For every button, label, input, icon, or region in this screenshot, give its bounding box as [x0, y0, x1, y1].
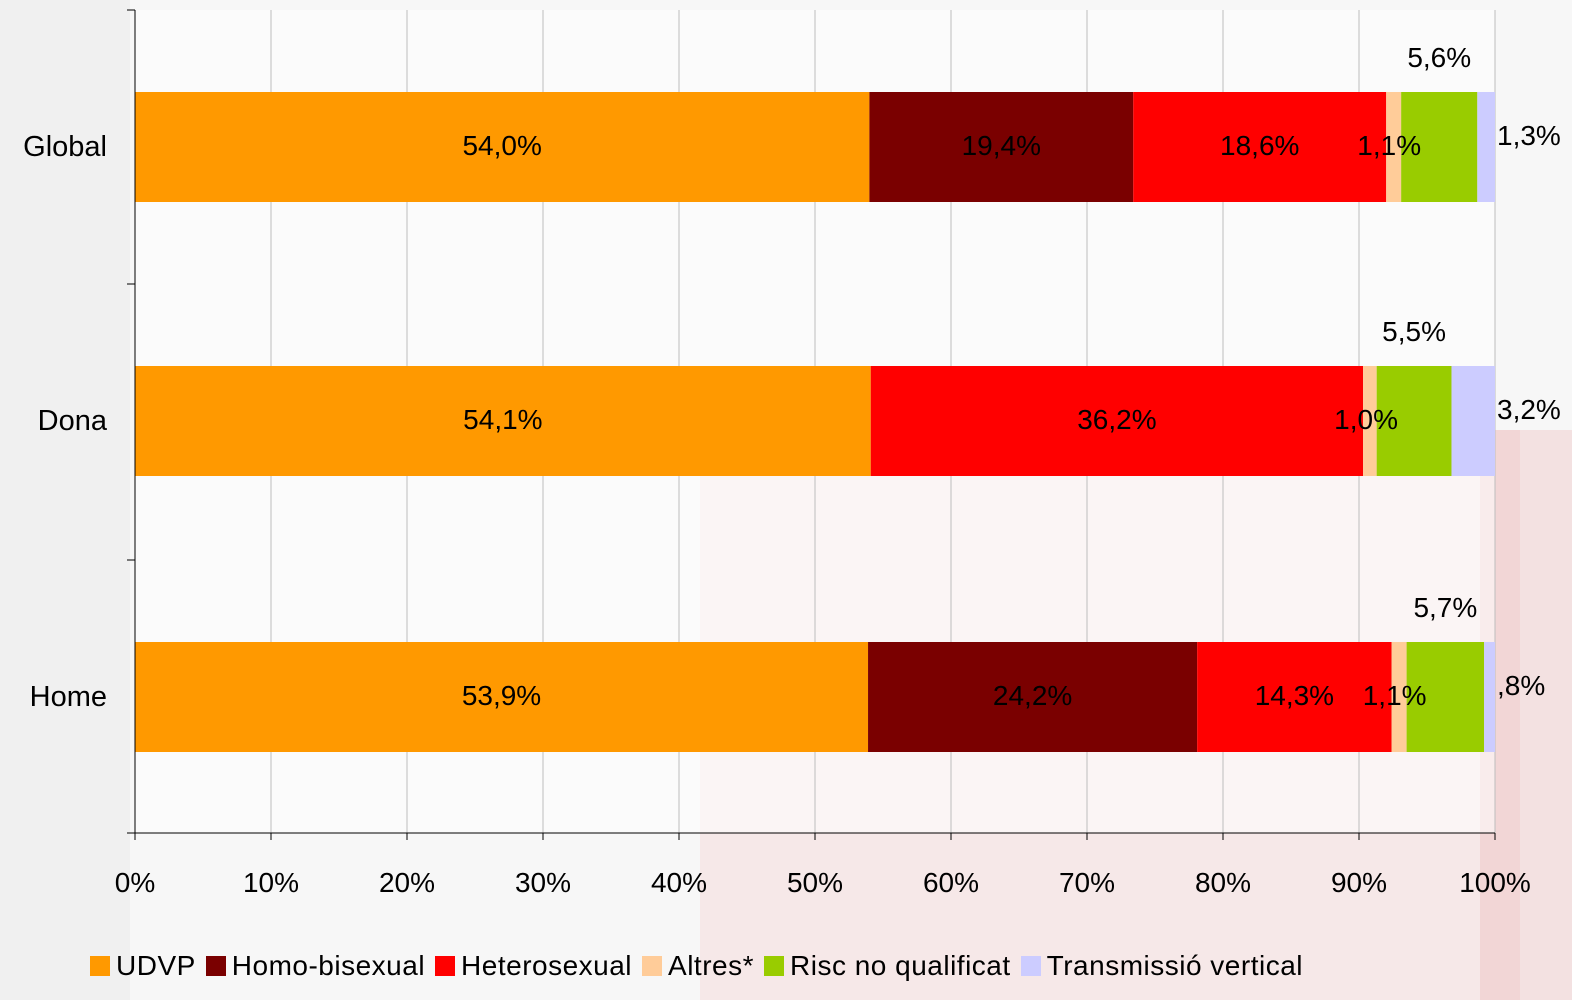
data-label: 5,6% — [1407, 42, 1471, 73]
category-label: Home — [30, 681, 107, 713]
data-label: 18,6% — [1220, 130, 1299, 161]
data-label: 14,3% — [1255, 680, 1334, 711]
data-label: 5,5% — [1382, 316, 1446, 347]
legend-label: UDVP — [116, 950, 196, 981]
x-tick-label: 30% — [515, 867, 571, 898]
bar-segment — [1401, 92, 1478, 202]
data-label: 54,0% — [462, 130, 541, 161]
bar-segment — [135, 366, 871, 476]
legend: UDVP Homo-bisexual Heterosexual Altres* Risc… — [90, 950, 1313, 982]
legend-label: Risc no qualificat — [790, 950, 1011, 981]
x-tick-label: 20% — [379, 867, 435, 898]
bar-segment — [1133, 92, 1387, 202]
data-label: ,8% — [1497, 670, 1545, 701]
bar-segment — [1376, 366, 1452, 476]
bar-segment — [1484, 642, 1495, 752]
x-tick-label: 60% — [923, 867, 979, 898]
legend-swatch — [1020, 956, 1041, 976]
bar-segment — [135, 642, 869, 752]
bar-segment — [1451, 366, 1495, 476]
legend-label: Homo-bisexual — [231, 950, 426, 981]
bar-segment — [1197, 642, 1392, 752]
legend-item: Heterosexual — [435, 950, 632, 982]
bar-segment — [1406, 642, 1485, 752]
legend-label: Altres* — [668, 950, 754, 981]
bars: 54,0% 19,4% 18,6% 1,1% 5,6% 1,3% 54,1% 36,2% 1,0… — [135, 42, 1561, 752]
data-label: 1,0% — [1334, 404, 1398, 435]
axes — [127, 9, 1496, 840]
category-label: Dona — [38, 405, 108, 437]
x-tick-label: 80% — [1195, 867, 1251, 898]
legend-label: Heterosexual — [461, 950, 633, 981]
legend-item: Transmissió vertical — [1020, 950, 1303, 982]
x-tick-label: 0% — [115, 867, 155, 898]
legend-item: Risc no qualificat — [764, 950, 1011, 982]
bar-segment — [1386, 92, 1402, 202]
data-label: 24,2% — [993, 680, 1072, 711]
x-tick-label: 70% — [1059, 867, 1115, 898]
legend-label: Transmissió vertical — [1046, 950, 1303, 981]
legend-item: UDVP — [90, 950, 196, 982]
bar-segment — [869, 92, 1134, 202]
legend-swatch — [764, 956, 784, 976]
data-label: 5,7% — [1413, 592, 1477, 623]
category-label: Global — [23, 131, 107, 163]
bar-segment — [135, 92, 870, 202]
bar-segment — [868, 642, 1198, 752]
x-tick-label: 100% — [1459, 867, 1531, 898]
legend-swatch — [90, 956, 110, 976]
data-label: 54,1% — [463, 404, 542, 435]
data-label: 1,3% — [1497, 120, 1561, 151]
data-label: 36,2% — [1077, 404, 1156, 435]
bar-segment — [1363, 366, 1377, 476]
data-label: 53,9% — [462, 680, 541, 711]
legend-swatch — [205, 956, 226, 976]
x-tick-label: 10% — [243, 867, 299, 898]
legend-swatch — [435, 956, 456, 976]
bar-segment — [1477, 92, 1495, 202]
bar-segment — [1391, 642, 1407, 752]
data-label: 3,2% — [1497, 394, 1561, 425]
legend-item: Altres* — [642, 950, 754, 982]
category-labels: Global Dona Home — [23, 131, 108, 713]
x-tick-label: 40% — [651, 867, 707, 898]
x-tick-label: 90% — [1331, 867, 1387, 898]
legend-item: Homo-bisexual — [205, 950, 426, 982]
x-tick-label: 50% — [787, 867, 843, 898]
data-label: 19,4% — [962, 130, 1041, 161]
data-label: 1,1% — [1357, 130, 1421, 161]
legend-swatch — [642, 956, 663, 976]
data-label: 1,1% — [1363, 680, 1427, 711]
bar-segment — [870, 366, 1364, 476]
x-tick-labels: 0% 10% 20% 30% 40% 50% 60% 70% 80% 90% 100% — [115, 867, 1531, 898]
